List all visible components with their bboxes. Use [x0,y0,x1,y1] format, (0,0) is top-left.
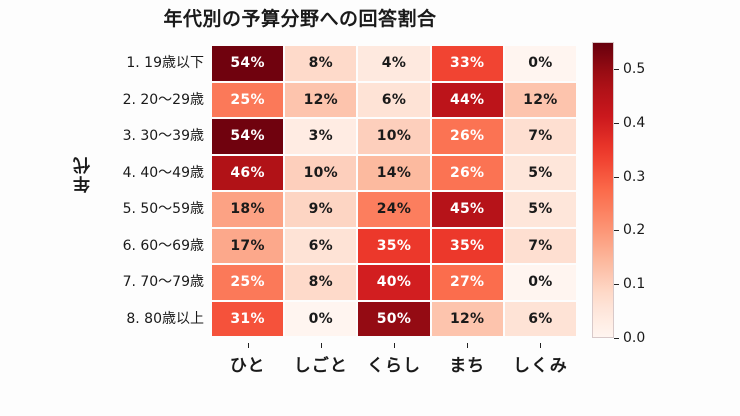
heatmap-cell: 7% [504,228,576,263]
heatmap-cell: 18% [212,192,284,227]
heatmap-cell: 25% [212,265,284,300]
heatmap-cell: 27% [431,265,503,300]
heatmap-cell: 44% [431,82,503,117]
heatmap-cell: 40% [358,265,430,300]
heatmap-cell: 7% [504,119,576,154]
heatmap-cell: 12% [285,82,357,117]
heatmap-cell: 45% [431,192,503,227]
heatmap-cell: 50% [358,301,430,336]
colorbar: 0.0 0.1 0.2 0.3 0.4 0.5 [592,42,645,345]
x-tick-mark [247,343,249,348]
x-tick-label: ひと [229,356,266,376]
y-tick-label: 4. 40〜49歳 [122,164,204,181]
heatmap-cell: 5% [504,192,576,227]
heatmap-cell: 4% [358,46,430,81]
colorbar-tick-label: 0.2 [623,222,646,239]
heatmap-cell: 54% [212,119,284,154]
heatmap-cell: 5% [504,155,576,190]
heatmap-cell: 14% [358,155,430,190]
colorbar-tick-mark [614,68,619,70]
colorbar-tick-label: 0.5 [623,60,646,77]
colorbar-tick-label: 0.0 [623,330,646,346]
y-axis-tick-labels: 1. 19歳以下 2. 20〜29歳 3. 30〜39歳 4. 40〜49歳 5. 50… [92,45,301,337]
heatmap-cell: 10% [358,119,430,154]
heatmap-cell: 3% [285,119,357,154]
heatmap-cell: 26% [431,155,503,190]
colorbar-gradient [592,42,614,338]
heatmap-cell: 26% [431,119,503,154]
x-tick-label: くらし [366,356,421,376]
colorbar-tick-mark [614,230,619,232]
heatmap-cell: 6% [504,301,576,336]
heatmap-cell: 46% [212,155,284,190]
heatmap-cell: 24% [358,192,430,227]
heatmap-cell: 0% [504,46,576,81]
heatmap-cell: 10% [285,155,357,190]
heatmap-cell: 6% [358,82,430,117]
x-tick-mark [320,343,322,348]
heatmap-cell: 31% [212,301,284,336]
heatmap-cell: 8% [285,46,357,81]
x-tick-label: まち [449,356,486,376]
heatmap-grid: 54% 8% 4% 33% 0% 25% 12% 6% 44% 12% 54% 3% 10% 26% 7% 4… [211,45,577,337]
colorbar-tick-mark [614,284,619,286]
y-tick-label: 1. 19歳以下 [126,55,204,72]
y-tick-label: 5. 50〜59歳 [122,201,204,218]
colorbar-tick-mark [614,122,619,124]
y-tick-label: 6. 60〜69歳 [122,237,204,254]
heatmap-cell: 35% [431,228,503,263]
heatmap-cell: 25% [212,82,284,117]
heatmap-cell: 54% [212,46,284,81]
heatmap-cell: 12% [431,301,503,336]
heatmap-cell: 9% [285,192,357,227]
x-tick-mark [467,343,469,348]
page-title: 年代別の予算分野への回答割合 [163,8,437,30]
heatmap-cell: 0% [504,265,576,300]
colorbar-tick-mark [614,338,619,339]
y-tick-label: 8. 80歳以上 [126,310,204,327]
colorbar-tick-label: 0.3 [623,168,646,185]
colorbar-tick-label: 0.1 [623,276,646,293]
heatmap-cell: 33% [431,46,503,81]
y-tick-label: 3. 30〜39歳 [122,128,204,145]
x-axis-tick-labels: ひと しごと くらし まち しくみ [211,343,577,383]
colorbar-tick-label: 0.4 [623,114,646,131]
x-tick-mark [540,343,542,348]
y-tick-label: 7. 70〜79歳 [122,274,204,291]
heatmap-cell: 0% [285,301,357,336]
heatmap-cell: 17% [212,228,284,263]
x-tick-label: しくみ [513,356,568,376]
heatmap-cell: 8% [285,265,357,300]
colorbar-tick-mark [614,176,619,178]
x-tick-mark [394,343,395,348]
heatmap-cell: 6% [285,228,357,263]
heatmap-cell: 35% [358,228,430,263]
heatmap-cell: 12% [504,82,576,117]
x-tick-label: しごと [293,356,348,376]
y-tick-label: 2. 20〜29歳 [122,91,204,108]
